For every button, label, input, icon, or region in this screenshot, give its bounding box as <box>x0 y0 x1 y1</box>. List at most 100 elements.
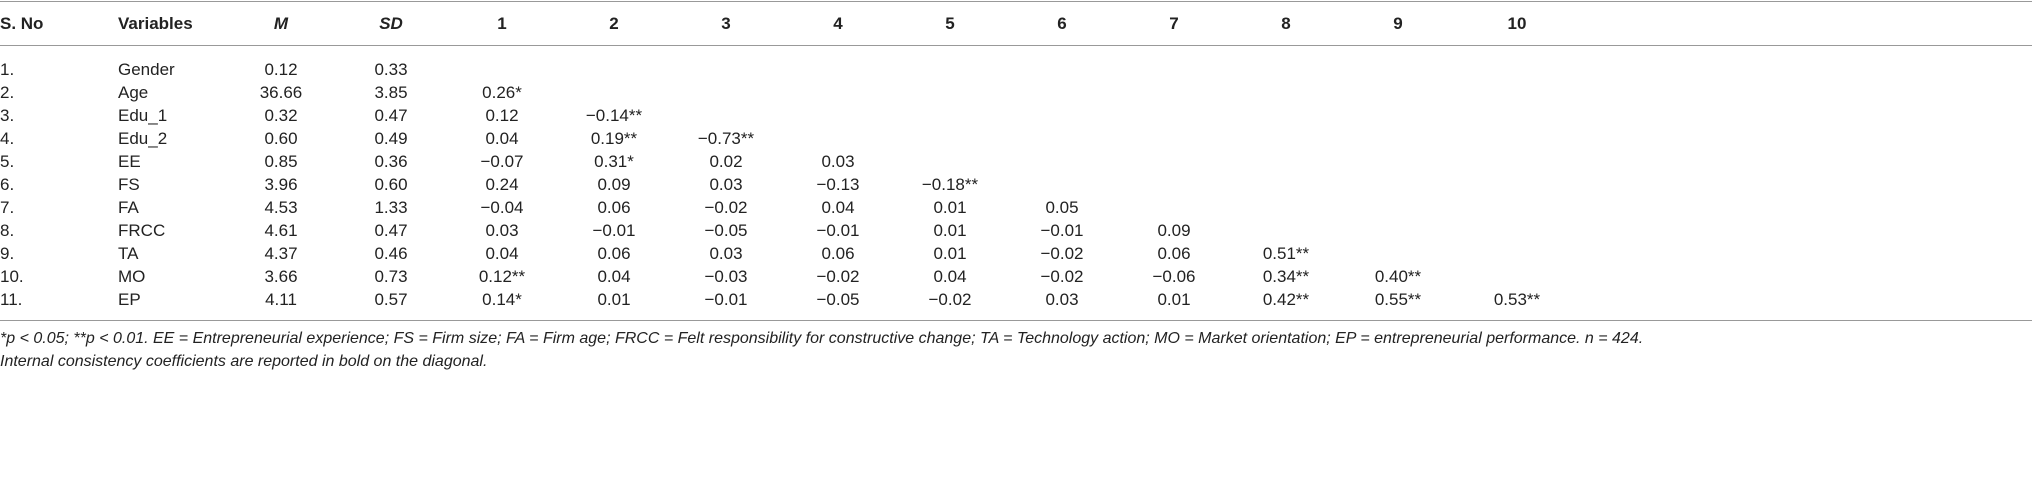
empty-cell <box>1454 242 1580 265</box>
empty-cell <box>1230 58 1342 81</box>
empty-cell <box>1118 81 1230 104</box>
cell: −0.04 <box>480 197 524 217</box>
empty-cell <box>1006 104 1118 127</box>
empty-cell <box>1454 127 1580 150</box>
cell: −0.02 <box>704 197 748 217</box>
empty-cell <box>1454 265 1580 288</box>
cell: 3.96 <box>264 174 298 194</box>
cell: 0.32 <box>264 105 298 125</box>
cell: −0.01 <box>704 289 748 309</box>
column-header: S. No <box>0 13 44 33</box>
column-header: 9 <box>1393 13 1403 33</box>
cell: FS <box>118 174 140 194</box>
column-header: 8 <box>1281 13 1291 33</box>
cell: 0.03 <box>821 151 855 171</box>
cell: 0.01 <box>1157 289 1191 309</box>
cell: 0.04 <box>933 266 967 286</box>
cell: 0.01 <box>597 289 631 309</box>
empty-cell <box>1118 173 1230 196</box>
cell: 0.12 <box>264 59 298 79</box>
cell: −0.14** <box>585 105 643 125</box>
cell: 0.09 <box>597 174 631 194</box>
cell: 4. <box>0 128 15 148</box>
column-header: 7 <box>1169 13 1179 33</box>
column-header: 3 <box>721 13 731 33</box>
cell: −0.13 <box>816 174 860 194</box>
cell: −0.05 <box>704 220 748 240</box>
empty-cell <box>1006 173 1118 196</box>
cell: 0.60 <box>264 128 298 148</box>
cell: 0.01 <box>933 197 967 217</box>
rule <box>0 1 2032 2</box>
cell: −0.02 <box>1040 243 1084 263</box>
cell: 4.61 <box>264 220 298 240</box>
empty-cell <box>1118 58 1230 81</box>
empty-cell <box>894 127 1006 150</box>
cell: 10. <box>0 266 24 286</box>
empty-cell <box>1006 81 1118 104</box>
cell: 0.55** <box>1374 289 1422 309</box>
column-header: M <box>273 13 289 33</box>
cell: −0.01 <box>1040 220 1084 240</box>
table-row: 4. Edu_2 0.60 0.49 0.04 0.19** −0.73** <box>0 127 1580 150</box>
cell: 0.31* <box>594 151 634 171</box>
cell: 0.26* <box>482 82 522 102</box>
cell: Gender <box>118 59 175 79</box>
empty-cell <box>1230 196 1342 219</box>
empty-cell <box>1118 104 1230 127</box>
table-row: 10. MO 3.66 0.73 0.12** 0.04 −0.03 −0.02 0.04 −0.… <box>0 265 1580 288</box>
cell: 0.04 <box>485 243 519 263</box>
cell: Age <box>118 82 149 102</box>
empty-cell <box>1454 81 1580 104</box>
cell: 3.66 <box>264 266 298 286</box>
cell: −0.18** <box>921 174 979 194</box>
empty-cell <box>1342 242 1454 265</box>
cell: 0.03 <box>485 220 519 240</box>
empty-cell <box>894 150 1006 173</box>
empty-cell <box>782 127 894 150</box>
cell: −0.02 <box>816 266 860 286</box>
empty-cell <box>1342 219 1454 242</box>
empty-cell <box>1454 219 1580 242</box>
table-row: 9. TA 4.37 0.46 0.04 0.06 0.03 0.06 0.01 −0.02 0.0… <box>0 242 1580 265</box>
cell: 0.06 <box>597 243 631 263</box>
empty-cell <box>1342 173 1454 196</box>
cell: FA <box>118 197 139 217</box>
empty-cell <box>782 58 894 81</box>
rule <box>0 45 2032 46</box>
empty-cell <box>558 58 670 81</box>
cell: 1. <box>0 59 15 79</box>
empty-cell <box>894 58 1006 81</box>
empty-cell <box>1454 196 1580 219</box>
empty-cell <box>1230 127 1342 150</box>
cell: −0.02 <box>928 289 972 309</box>
cell: EE <box>118 151 141 171</box>
cell: 0.04 <box>821 197 855 217</box>
cell: 0.06 <box>1157 243 1191 263</box>
empty-cell <box>1230 150 1342 173</box>
footnote: *p < 0.05; **p < 0.01. EE = Entrepreneur… <box>0 330 1644 347</box>
empty-cell <box>1342 127 1454 150</box>
cell: 0.04 <box>597 266 631 286</box>
empty-cell <box>1230 219 1342 242</box>
cell: 5. <box>0 151 15 171</box>
rule <box>0 320 2032 321</box>
cell: 2. <box>0 82 15 102</box>
cell: 0.47 <box>374 105 408 125</box>
empty-cell <box>670 104 782 127</box>
table-row: 2. Age 36.66 3.85 0.26* <box>0 81 1580 104</box>
empty-cell <box>1342 58 1454 81</box>
empty-cell <box>1118 150 1230 173</box>
empty-cell <box>782 81 894 104</box>
empty-cell <box>1454 58 1580 81</box>
cell: 0.12** <box>478 266 526 286</box>
column-header: 6 <box>1057 13 1067 33</box>
cell: 0.36 <box>374 151 408 171</box>
cell: Edu_2 <box>118 128 168 148</box>
cell: 0.03 <box>709 174 743 194</box>
column-header: 5 <box>945 13 955 33</box>
empty-cell <box>558 81 670 104</box>
cell: 0.47 <box>374 220 408 240</box>
empty-cell <box>1230 81 1342 104</box>
